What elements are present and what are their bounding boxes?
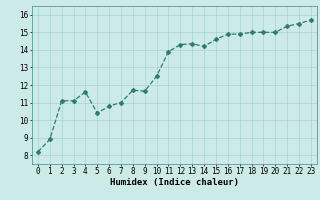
X-axis label: Humidex (Indice chaleur): Humidex (Indice chaleur): [110, 178, 239, 187]
